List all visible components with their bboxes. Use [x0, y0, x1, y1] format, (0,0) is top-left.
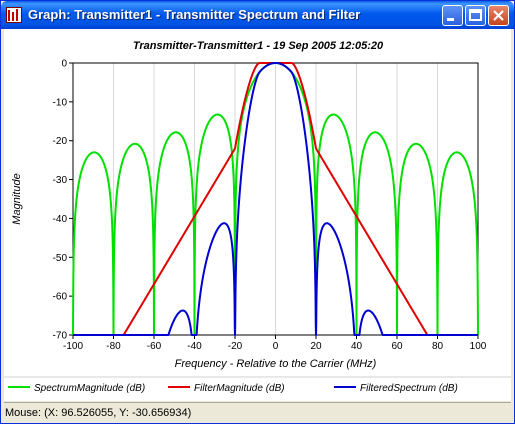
x-tick-label: 100 [470, 341, 487, 352]
x-tick-label: 60 [391, 341, 403, 352]
x-tick-label: 20 [310, 341, 322, 352]
maximize-button[interactable] [465, 5, 486, 26]
legend-label: FilterMagnitude (dB) [194, 383, 285, 394]
mouse-position-readout: Mouse: (X: 96.526055, Y: -30.656934) [5, 407, 192, 419]
y-tick-label: -60 [53, 292, 68, 303]
y-tick-label: -50 [53, 253, 68, 264]
y-tick-label: -30 [53, 175, 68, 186]
x-tick-label: -100 [63, 341, 83, 352]
x-tick-label: 0 [273, 341, 279, 352]
minimize-button[interactable] [442, 5, 463, 26]
chart-title: Transmitter-Transmitter1 - 19 Sep 2005 1… [133, 40, 384, 52]
x-tick-label: -40 [187, 341, 202, 352]
legend-label: SpectrumMagnitude (dB) [34, 383, 145, 394]
x-tick-label: 40 [351, 341, 363, 352]
chart-area[interactable]: Transmitter-Transmitter1 - 19 Sep 2005 1… [4, 29, 511, 401]
series-line-3 [72, 62, 479, 336]
y-tick-label: -10 [53, 97, 68, 108]
y-tick-label: 0 [61, 59, 67, 70]
graph-app-icon [6, 7, 22, 23]
y-tick-label: -20 [53, 136, 68, 147]
title-bar[interactable]: Graph: Transmitter1 - Transmitter Spectr… [1, 1, 514, 29]
chart-legend: SpectrumMagnitude (dB) FilterMagnitude (d… [8, 383, 458, 394]
status-bar: Mouse: (X: 96.526055, Y: -30.656934) [4, 402, 511, 423]
x-tick-label: 80 [432, 341, 444, 352]
spectrum-chart[interactable]: Transmitter-Transmitter1 - 19 Sep 2005 1… [4, 29, 511, 401]
legend-label: FilteredSpectrum (dB) [360, 383, 458, 394]
close-button[interactable] [488, 5, 509, 26]
y-axis-label: Magnitude [11, 173, 23, 224]
y-tick-label: -70 [53, 331, 68, 342]
y-tick-label: -40 [53, 214, 68, 225]
x-tick-label: -80 [106, 341, 121, 352]
x-tick-label: -60 [147, 341, 162, 352]
x-tick-label: -20 [228, 341, 243, 352]
window-title: Graph: Transmitter1 - Transmitter Spectr… [28, 7, 361, 22]
x-axis-label: Frequency - Relative to the Carrier (MHz… [175, 358, 377, 370]
